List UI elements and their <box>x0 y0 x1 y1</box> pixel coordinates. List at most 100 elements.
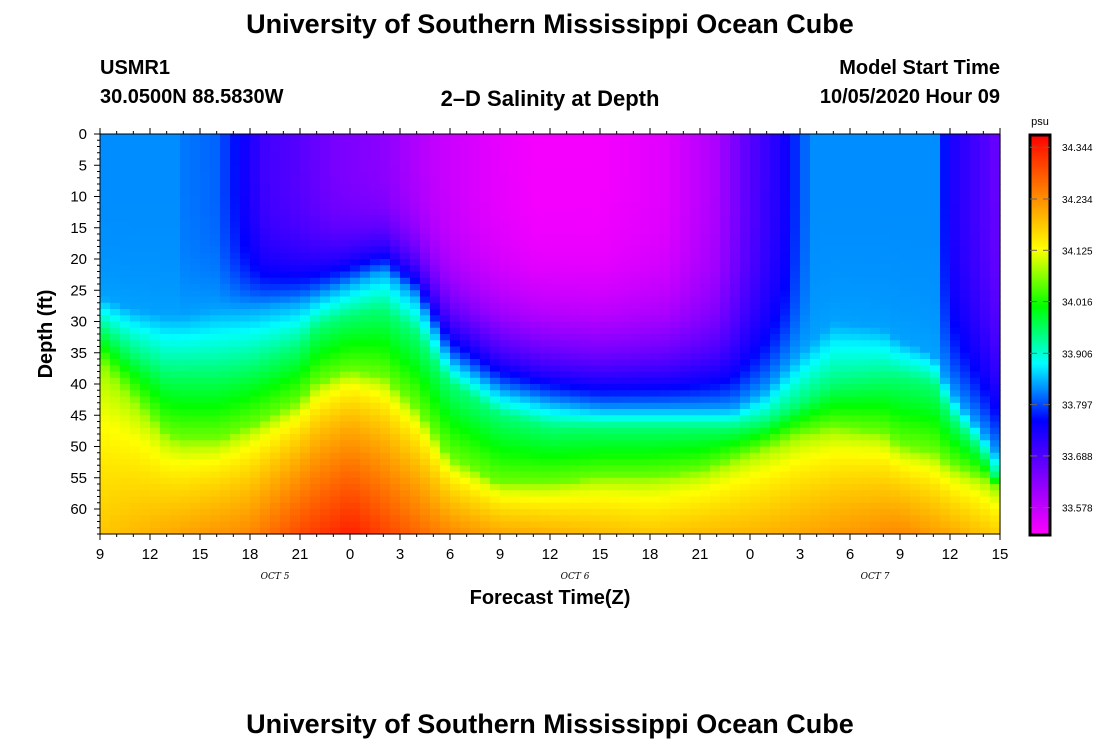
heatmap-cell <box>750 165 761 173</box>
heatmap-cell <box>390 159 401 166</box>
heatmap-cell <box>600 377 611 385</box>
heatmap-cell <box>660 434 671 441</box>
heatmap-cell <box>580 165 591 173</box>
heatmap-cell <box>530 196 541 204</box>
heatmap-cell <box>220 484 231 491</box>
heatmap-cell <box>580 471 591 479</box>
heatmap-cell <box>620 165 631 173</box>
heatmap-cell <box>120 184 131 191</box>
heatmap-cell <box>360 352 371 360</box>
heatmap-cell <box>190 471 201 479</box>
heatmap-cell <box>530 527 541 535</box>
heatmap-cell <box>300 440 311 448</box>
heatmap-cell <box>320 459 331 466</box>
heatmap-cell <box>640 165 651 173</box>
heatmap-cell <box>440 359 451 366</box>
heatmap-cell <box>140 309 151 316</box>
heatmap-cell <box>660 321 671 329</box>
heatmap-cell <box>100 290 111 298</box>
heatmap-cell <box>640 134 651 141</box>
heatmap-cell <box>360 396 371 404</box>
heatmap-cell <box>110 140 121 148</box>
heatmap-cell <box>140 227 151 235</box>
heatmap-cell <box>630 440 641 448</box>
heatmap-cell <box>720 290 731 298</box>
heatmap-cell <box>250 409 261 416</box>
heatmap-cell <box>480 365 491 373</box>
heatmap-cell <box>800 184 811 191</box>
heatmap-cell <box>220 377 231 385</box>
heatmap-cell <box>140 521 151 529</box>
heatmap-cell <box>320 521 331 529</box>
heatmap-cell <box>570 171 581 179</box>
heatmap-cell <box>140 327 151 335</box>
heatmap-cell <box>340 177 351 185</box>
heatmap-cell <box>640 271 651 279</box>
heatmap-cell <box>670 352 681 360</box>
heatmap-cell <box>150 409 161 416</box>
heatmap-cell <box>710 452 721 460</box>
heatmap-cell <box>180 359 191 366</box>
heatmap-cell <box>540 440 551 448</box>
heatmap-cell <box>470 227 481 235</box>
heatmap-cell <box>620 215 631 223</box>
heatmap-cell <box>870 284 881 291</box>
heatmap-cell <box>700 509 711 516</box>
heatmap-cell <box>470 396 481 404</box>
heatmap-cell <box>540 459 551 466</box>
heatmap-cell <box>390 146 401 154</box>
heatmap-cell <box>500 490 511 498</box>
heatmap-cell <box>830 315 841 323</box>
heatmap-cell <box>330 427 341 435</box>
heatmap-cell <box>320 502 331 510</box>
heatmap-cell <box>850 227 861 235</box>
heatmap-cell <box>470 352 481 360</box>
heatmap-cell <box>240 371 251 379</box>
heatmap-cell <box>790 490 801 498</box>
heatmap-cell <box>150 246 161 254</box>
heatmap-cell <box>360 240 371 248</box>
heatmap-cell <box>290 515 301 523</box>
heatmap-cell <box>250 321 261 329</box>
heatmap-cell <box>480 296 491 304</box>
heatmap-cell <box>770 284 781 291</box>
heatmap-cell <box>440 452 451 460</box>
heatmap-cell <box>600 265 611 273</box>
heatmap-cell <box>200 352 211 360</box>
heatmap-cell <box>700 371 711 379</box>
heatmap-cell <box>400 521 411 529</box>
heatmap-cell <box>720 365 731 373</box>
heatmap-cell <box>760 327 771 335</box>
heatmap-cell <box>290 471 301 479</box>
heatmap-cell <box>520 240 531 248</box>
heatmap-cell <box>540 352 551 360</box>
heatmap-cell <box>440 152 451 160</box>
heatmap-cell <box>710 427 721 435</box>
heatmap-cell <box>300 515 311 523</box>
heatmap-cell <box>480 409 491 416</box>
heatmap-cell <box>300 352 311 360</box>
heatmap-cell <box>100 296 111 304</box>
heatmap-cell <box>700 296 711 304</box>
heatmap-cell <box>540 152 551 160</box>
heatmap-cell <box>470 221 481 229</box>
heatmap-cell <box>160 152 171 160</box>
heatmap-cell <box>580 477 591 485</box>
heatmap-cell <box>760 246 771 254</box>
heatmap-cell <box>390 165 401 173</box>
heatmap-cell <box>540 252 551 260</box>
heatmap-cell <box>690 265 701 273</box>
heatmap-cell <box>270 384 281 391</box>
heatmap-cell <box>710 515 721 523</box>
heatmap-cell <box>730 496 741 504</box>
heatmap-cell <box>570 334 581 341</box>
heatmap-cell <box>460 527 471 535</box>
heatmap-cell <box>510 490 521 498</box>
heatmap-cell <box>440 527 451 535</box>
heatmap-cell <box>460 340 471 348</box>
heatmap-cell <box>550 209 561 216</box>
heatmap-cell <box>540 477 551 485</box>
heatmap-cell <box>250 309 261 316</box>
heatmap-cell <box>520 327 531 335</box>
heatmap-cell <box>500 515 511 523</box>
